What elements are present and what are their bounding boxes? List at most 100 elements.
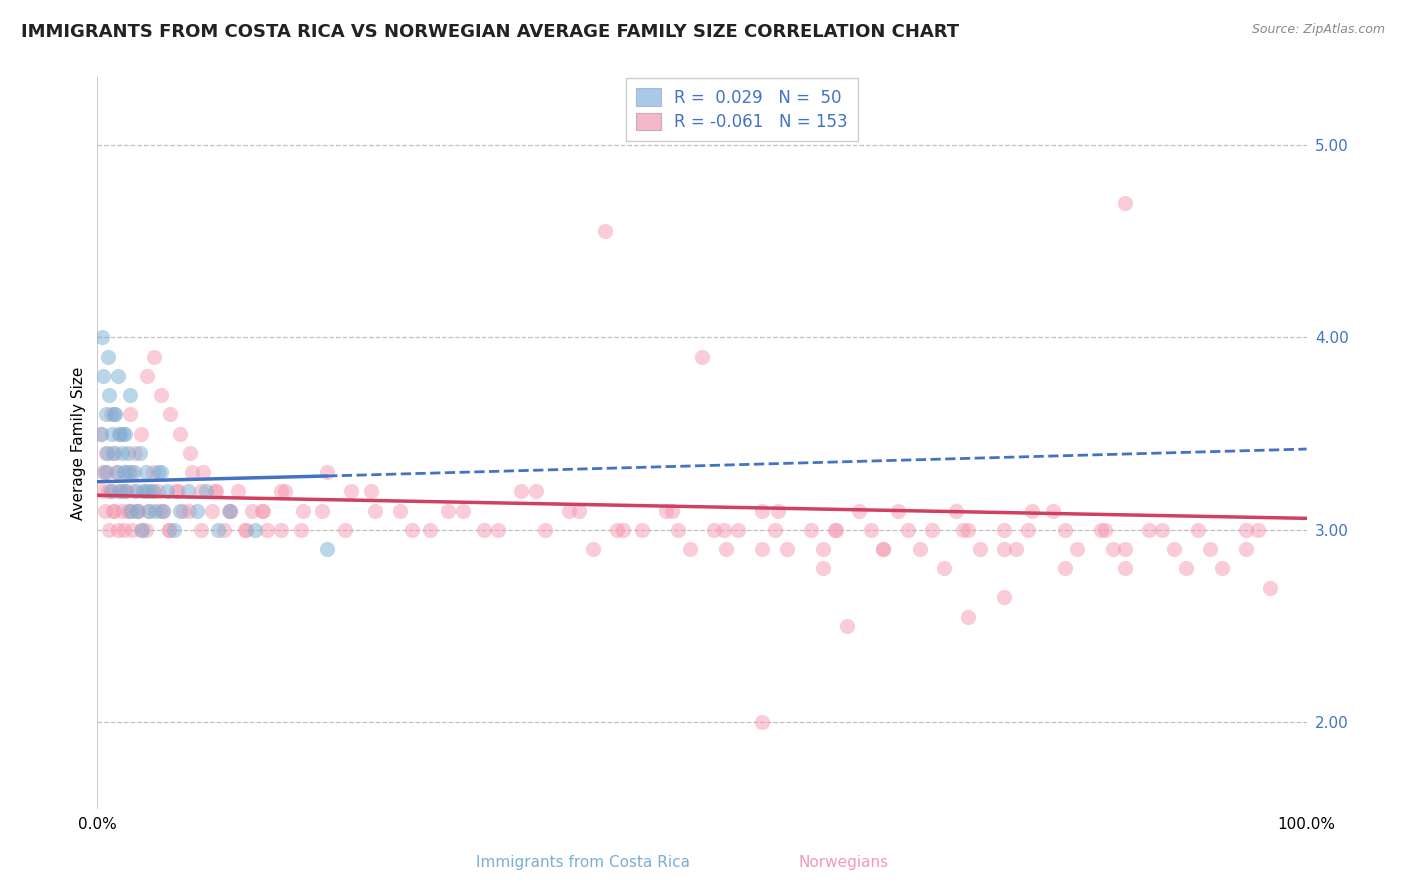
Point [714,542,737,557]
Point [132,484,155,499]
Point [165,484,187,499]
Point [751,503,773,517]
Point [159,408,181,422]
Point [127,503,149,517]
Legend: R =  0.029   N =  50, R = -0.061   N = 153: R = 0.029 N = 50, R = -0.061 N = 153 [626,78,858,142]
Text: Immigrants from Costa Rica: Immigrants from Costa Rica [477,855,690,870]
Point [401,523,423,537]
Point [172,503,194,517]
Point [169,426,191,441]
Point [290,523,312,537]
Point [666,523,689,537]
Point [1094,523,1116,537]
Point [800,523,823,537]
Point [1114,561,1136,575]
Point [824,523,846,537]
Point [162,523,184,537]
Point [654,503,676,517]
Point [169,503,191,517]
Point [90,426,112,441]
Point [91,330,114,344]
Point [932,561,955,575]
Point [105,465,128,479]
Point [167,484,190,499]
Point [226,484,249,499]
Point [104,408,127,422]
Point [114,426,136,441]
Point [825,523,848,537]
Point [1139,523,1161,537]
Point [96,446,118,460]
Point [100,408,122,422]
Point [201,503,224,517]
Point [274,484,297,499]
Point [129,523,152,537]
Point [90,426,112,441]
Point [114,465,136,479]
Point [142,484,165,499]
Point [1163,542,1185,557]
Point [149,503,172,517]
Point [190,484,212,499]
Point [156,484,179,499]
Point [98,388,121,402]
Point [388,503,411,517]
Point [146,484,169,499]
Point [811,561,834,575]
Point [233,523,256,537]
Point [1053,561,1076,575]
Point [94,408,117,422]
Point [138,503,160,517]
Point [993,523,1015,537]
Point [472,523,495,537]
Point [582,542,605,557]
Point [952,523,974,537]
Point [93,465,115,479]
Point [117,446,139,460]
Point [101,426,124,441]
Point [908,542,931,557]
Point [190,523,212,537]
Point [97,350,120,364]
Point [1053,523,1076,537]
Point [180,465,202,479]
Point [101,503,124,517]
Point [1005,542,1028,557]
Point [118,388,141,402]
Point [956,523,979,537]
Point [103,503,125,517]
Point [558,503,581,517]
Point [108,426,131,441]
Point [270,523,292,537]
Point [524,484,547,499]
Point [250,503,273,517]
Point [177,484,200,499]
Point [896,523,918,537]
Point [108,484,131,499]
Point [207,523,229,537]
Point [115,484,138,499]
Point [240,503,263,517]
Point [1234,542,1257,557]
Point [775,542,797,557]
Point [129,426,152,441]
Point [270,484,292,499]
Point [243,523,266,537]
Point [256,523,278,537]
Point [115,484,138,499]
Point [1017,523,1039,537]
Point [191,465,214,479]
Point [1114,195,1136,210]
Point [214,523,236,537]
Point [93,503,115,517]
Point [1114,542,1136,557]
Point [112,465,135,479]
Point [93,368,115,383]
Point [630,523,652,537]
Point [110,484,132,499]
Point [568,503,591,517]
Point [766,503,789,517]
Point [96,465,118,479]
Point [135,523,157,537]
Point [195,484,218,499]
